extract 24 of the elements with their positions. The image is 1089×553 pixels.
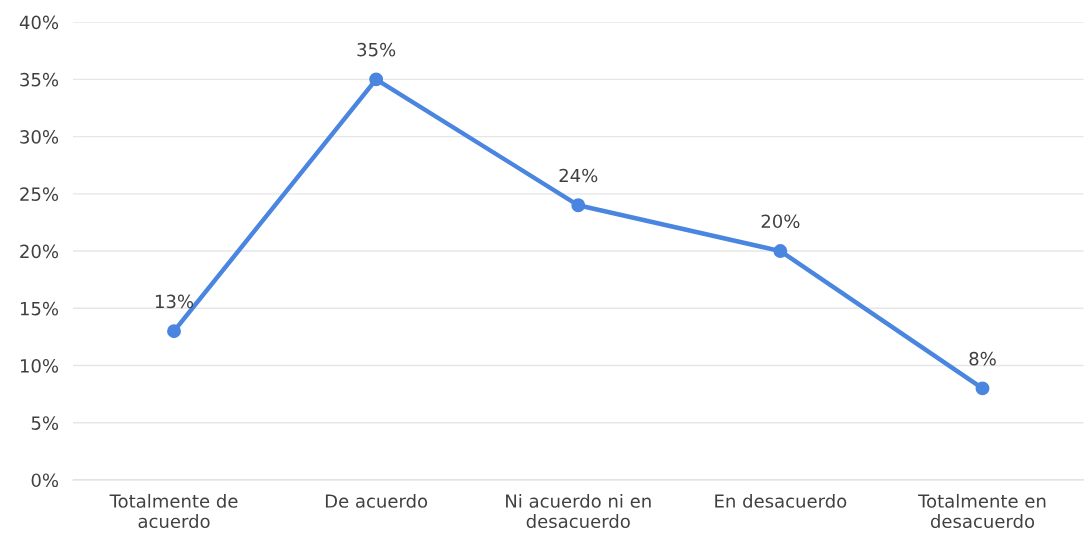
y-tick-label: 20% [20,244,59,259]
x-tick-label: Ni acuerdo ni en desacuerdo [506,493,651,529]
y-tick-label: 35% [20,72,59,87]
point [773,244,788,259]
point [167,324,181,339]
point [571,198,586,213]
x-tick-label: Totalmente de acuerdo [109,493,238,529]
x-tick-label: De acuerdo [325,493,428,508]
y-tick-label: 30% [20,130,59,144]
y-tick-label: 5% [31,416,59,430]
data-label: 20% [761,214,800,229]
x-tick-label: Totalmente en desacuerdo [918,493,1046,529]
y-tick-label: 25% [20,187,59,201]
data-label: 8% [969,351,996,366]
point [975,381,990,396]
y-tick-label: 15% [20,301,59,316]
data-label: 24% [559,168,598,183]
y-tick-label: 40% [19,15,59,30]
point [369,72,384,87]
data-label: 13% [155,294,194,309]
data-label: 35% [357,42,396,57]
y-tick-label: 10% [20,358,59,373]
y-tick-label: 0% [31,473,59,488]
x-tick-label: En desacuerdo [715,493,847,508]
